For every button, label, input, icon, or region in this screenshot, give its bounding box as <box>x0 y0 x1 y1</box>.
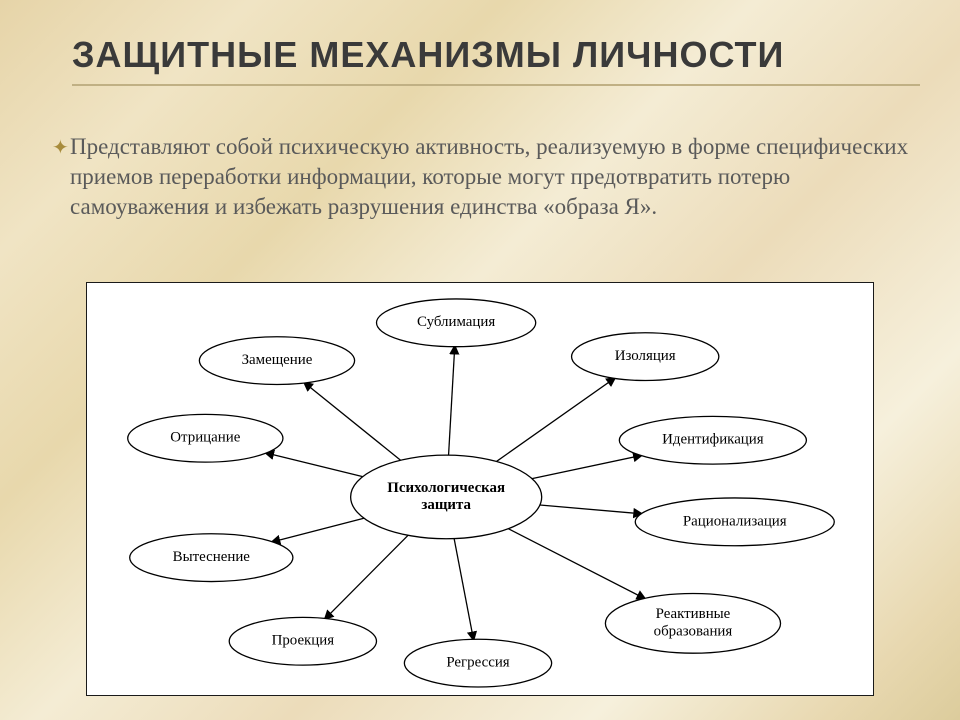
slide: ЗАЩИТНЫЕ МЕХАНИЗМЫ ЛИЧНОСТИ ✦ Представля… <box>0 0 960 720</box>
node-label-identification: Идентификация <box>662 432 764 448</box>
node-label-sublimation: Сублимация <box>417 314 495 330</box>
node-isolation: Изоляция <box>572 333 719 381</box>
edge-isolation <box>497 377 616 461</box>
diagram-frame: Сублимация Замещение Изоляция Отрицание Иден… <box>86 282 874 696</box>
node-projection: Проекция <box>229 617 376 665</box>
edge-identification <box>532 455 642 478</box>
edge-sublimation <box>449 345 455 455</box>
title-block: ЗАЩИТНЫЕ МЕХАНИЗМЫ ЛИЧНОСТИ <box>72 34 920 86</box>
node-label-substitution: Замещение <box>242 352 313 368</box>
node-rationalization: Рационализация <box>635 498 834 546</box>
node-reactive-formation: Реактивныеобразования <box>605 593 780 653</box>
center-node-label: защита <box>421 497 471 513</box>
node-label-reactive-formation: образования <box>654 623 733 639</box>
edge-reactive-formation <box>508 529 646 599</box>
node-label-reactive-formation: Реактивные <box>656 606 731 622</box>
edge-projection <box>324 535 408 619</box>
page-title: ЗАЩИТНЫЕ МЕХАНИЗМЫ ЛИЧНОСТИ <box>72 34 920 86</box>
node-label-isolation: Изоляция <box>615 348 676 364</box>
node-label-rationalization: Рационализация <box>683 513 787 529</box>
edge-denial <box>265 453 363 477</box>
node-repression: Вытеснение <box>130 534 293 582</box>
center-node: Психологическаязащита <box>351 455 542 539</box>
edge-regression <box>454 539 474 641</box>
edge-rationalization <box>540 505 643 514</box>
node-label-projection: Проекция <box>272 633 335 649</box>
node-denial: Отрицание <box>128 414 283 462</box>
edge-repression <box>271 518 364 542</box>
node-identification: Идентификация <box>619 416 806 464</box>
node-label-repression: Вытеснение <box>173 549 251 565</box>
node-regression: Регрессия <box>404 639 551 687</box>
body-block: ✦ Представляют собой психическую активно… <box>52 132 912 222</box>
edge-substitution <box>304 382 401 460</box>
node-label-regression: Регрессия <box>446 655 509 671</box>
bullet-icon: ✦ <box>52 134 70 162</box>
node-substitution: Замещение <box>199 337 354 385</box>
description-row: ✦ Представляют собой психическую активно… <box>52 132 912 222</box>
center-node-label: Психологическая <box>387 480 505 496</box>
mindmap-diagram: Сублимация Замещение Изоляция Отрицание Иден… <box>87 283 873 695</box>
node-sublimation: Сублимация <box>377 299 536 347</box>
node-label-denial: Отрицание <box>170 430 240 446</box>
description-text: Представляют собой психическую активност… <box>70 132 912 222</box>
